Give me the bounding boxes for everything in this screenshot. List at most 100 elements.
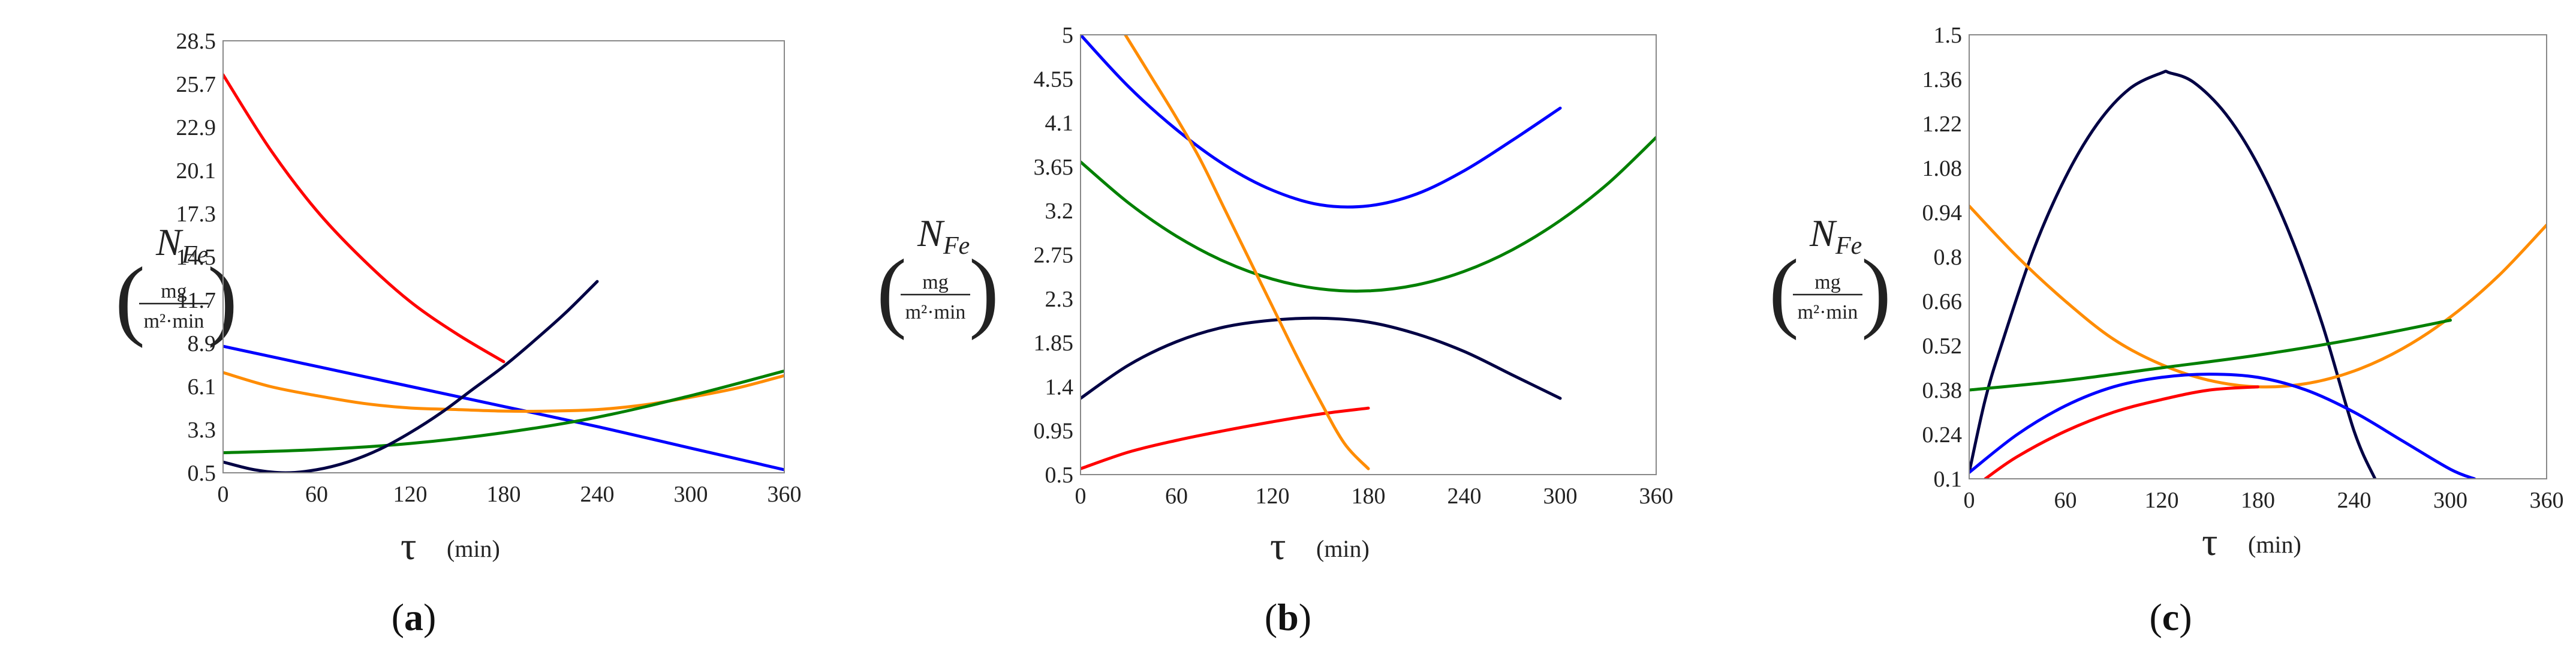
panel-a-xtick-label: 240 — [580, 482, 615, 507]
panel-a-xtick-label: 60 — [305, 482, 328, 507]
panel-a-xtick-label: 120 — [393, 482, 428, 507]
panel-c-ytick-label: 0.94 — [1922, 200, 1963, 226]
panel-b-series-line-4 — [1081, 406, 1370, 470]
panel-b-series — [1081, 35, 1656, 470]
panel-b-xtick-label: 240 — [1448, 484, 1482, 509]
panel-b-label: (b) — [1265, 596, 1311, 638]
panel-c-series — [1969, 70, 2547, 479]
panel-a-series-line-4 — [223, 369, 784, 455]
panel-b-ytick-label: 4.55 — [1034, 67, 1074, 92]
panel-b-ylabel-subscript: Fe — [943, 232, 970, 260]
panel-b-ytick-label: 3.65 — [1034, 155, 1074, 180]
panel-b-xticks: 0 60 120 180 240 300 360 — [1075, 484, 1674, 509]
panel-a-series-line-2 — [223, 344, 784, 472]
panel-c-ylabel: N Fe ( mg m²·min ) — [1769, 212, 1891, 341]
panel-b-ytick-label: 2.75 — [1034, 243, 1074, 268]
panel-b-ylabel-unit-numerator: mg — [922, 271, 948, 293]
panel-c-ytick-label: 0.66 — [1922, 289, 1963, 314]
panel-a-plot-area — [223, 73, 784, 473]
panel-c-frame — [1969, 34, 2547, 479]
panel-a-ytick-label: 0.5 — [188, 461, 216, 486]
panel-b-label-letter: b — [1277, 596, 1299, 638]
panel-c-xtick-label: 360 — [2530, 488, 2564, 513]
panel-b-series-line-2 — [1081, 136, 1656, 293]
panel-c-ylabel-subscript: Fe — [1835, 232, 1862, 260]
panel-c-plot-area — [1969, 70, 2547, 479]
panel-b-ytick-label: 2.3 — [1045, 287, 1074, 312]
panel-b-ytick-label: 0.95 — [1034, 419, 1074, 444]
panel-c-series-line-2 — [1969, 204, 2547, 389]
panel-b-ytick-label: 0.5 — [1045, 463, 1074, 488]
panel-c-xlabel-unit: (min) — [2248, 531, 2301, 558]
panel-c-ytick-label: 0.8 — [1934, 245, 1963, 270]
panel-b-series-line-1 — [1081, 35, 1562, 209]
panel-b-frame — [1080, 34, 1657, 475]
panel-b-xtick-label: 300 — [1543, 484, 1578, 509]
panel-b-ytick-label: 4.1 — [1045, 111, 1074, 136]
panel-a-yticks: 0.5 3.3 6.1 8.9 11.7 14.5 17.3 20.1 22.9 25.7 28.5 — [176, 29, 216, 486]
panel-a-xlabel-symbol: τ — [401, 524, 417, 568]
panel-a-frame — [222, 40, 785, 473]
panel-c-series-line-3 — [1969, 319, 2452, 392]
panel-a-xtick-label: 300 — [674, 482, 708, 507]
panel-a-label-letter: a — [404, 596, 423, 638]
panel-b-yticks: 0.5 0.95 1.4 1.85 2.3 2.75 3.2 3.65 4.1 4.55 5 — [1034, 23, 1074, 488]
panel-c-ytick-label: 0.52 — [1922, 334, 1963, 359]
panel-b-xtick-label: 360 — [1639, 484, 1674, 509]
panel-c-label-letter: c — [2162, 596, 2179, 638]
panel-b: N Fe ( mg m²·min ) 0.5 0.95 1.4 1.85 2.3 2.75… — [877, 23, 1674, 638]
panel-b-ytick-label: 1.85 — [1034, 331, 1074, 356]
panel-b-ytick-label: 1.4 — [1045, 374, 1074, 400]
panel-b-plot-area — [1081, 35, 1656, 470]
panel-a-ytick-label: 14.5 — [176, 245, 216, 270]
panel-a-xtick-label: 0 — [218, 482, 229, 507]
panel-c-ytick-label: 0.38 — [1922, 378, 1963, 403]
panel-a-ylabel-unit-denominator: m²·min — [144, 310, 204, 332]
panel-c-yticks: 0.1 0.24 0.38 0.52 0.66 0.8 0.94 1.08 1.22 1.36 1.… — [1922, 23, 1963, 492]
panel-b-ylabel: N Fe ( mg m²·min ) — [877, 212, 999, 341]
panel-c-xticks: 0 60 120 180 240 300 360 — [1964, 488, 2564, 513]
panel-b-xlabel-unit: (min) — [1316, 535, 1370, 562]
panel-a-ytick-label: 17.3 — [176, 202, 216, 227]
panel-b-xlabel-symbol: τ — [1270, 524, 1286, 568]
panel-a-xlabel-unit: (min) — [447, 535, 500, 562]
panel-a-xlabel: τ (min) — [401, 524, 500, 568]
panel-a-ylabel-left-paren: ( — [115, 249, 145, 349]
panel-c-xtick-label: 180 — [2241, 488, 2275, 513]
panel-c-xtick-label: 0 — [1964, 488, 1975, 513]
panel-c: N Fe ( mg m²·min ) 0.10.240.380.520.660.… — [1769, 23, 2564, 638]
panel-c-ylabel-unit-denominator: m²·min — [1798, 301, 1858, 323]
panel-c-ytick-label: 1.36 — [1922, 67, 1963, 92]
panel-c-ytick-label: 1.22 — [1922, 112, 1963, 137]
panel-b-ylabel-symbol: N — [917, 212, 945, 254]
panel-b-xtick-label: 0 — [1075, 484, 1087, 509]
panel-c-ylabel-symbol: N — [1809, 212, 1837, 254]
panel-a-series — [223, 73, 784, 473]
panel-c-label: (c) — [2149, 596, 2192, 638]
panel-c-ytick-label: 0.1 — [1934, 467, 1963, 492]
panel-b-xtick-label: 180 — [1352, 484, 1386, 509]
panel-a-ytick-label: 8.9 — [188, 331, 216, 356]
panel-c-ytick-label: 1.5 — [1934, 23, 1963, 48]
panel-b-ylabel-unit-denominator: m²·min — [905, 301, 966, 323]
panel-b-series-line-5 — [1124, 35, 1370, 470]
panel-c-xtick-label: 300 — [2433, 488, 2467, 513]
panel-b-xtick-label: 120 — [1256, 484, 1290, 509]
panel-a-xtick-label: 360 — [768, 482, 802, 507]
panel-b-xlabel: τ (min) — [1270, 524, 1370, 568]
panel-c-series-line-1 — [1969, 70, 2377, 479]
panel-b-ylabel-left-paren: ( — [877, 241, 907, 341]
panel-b-xtick-label: 60 — [1165, 484, 1188, 509]
panel-b-ytick-label: 3.2 — [1045, 199, 1074, 224]
panel-a-series-line-1 — [223, 73, 505, 364]
panel-c-ytick-label: 1.08 — [1922, 156, 1963, 181]
panel-c-ylabel-unit-numerator: mg — [1814, 271, 1840, 293]
panel-a-ytick-label: 6.1 — [188, 374, 216, 400]
panel-a-xticks: 0 60 120 180 240 300 360 — [218, 482, 802, 507]
panel-c-ylabel-left-paren: ( — [1769, 241, 1799, 341]
panel-a-ytick-label: 28.5 — [176, 29, 216, 54]
panel-c-ylabel-right-paren: ) — [1861, 241, 1891, 341]
panel-c-xtick-label: 60 — [2054, 488, 2077, 513]
panel-a: N Fe ( mg m²·min ) 0.5 3.3 6.1 8.9 11.7 14.5 1… — [115, 29, 802, 638]
